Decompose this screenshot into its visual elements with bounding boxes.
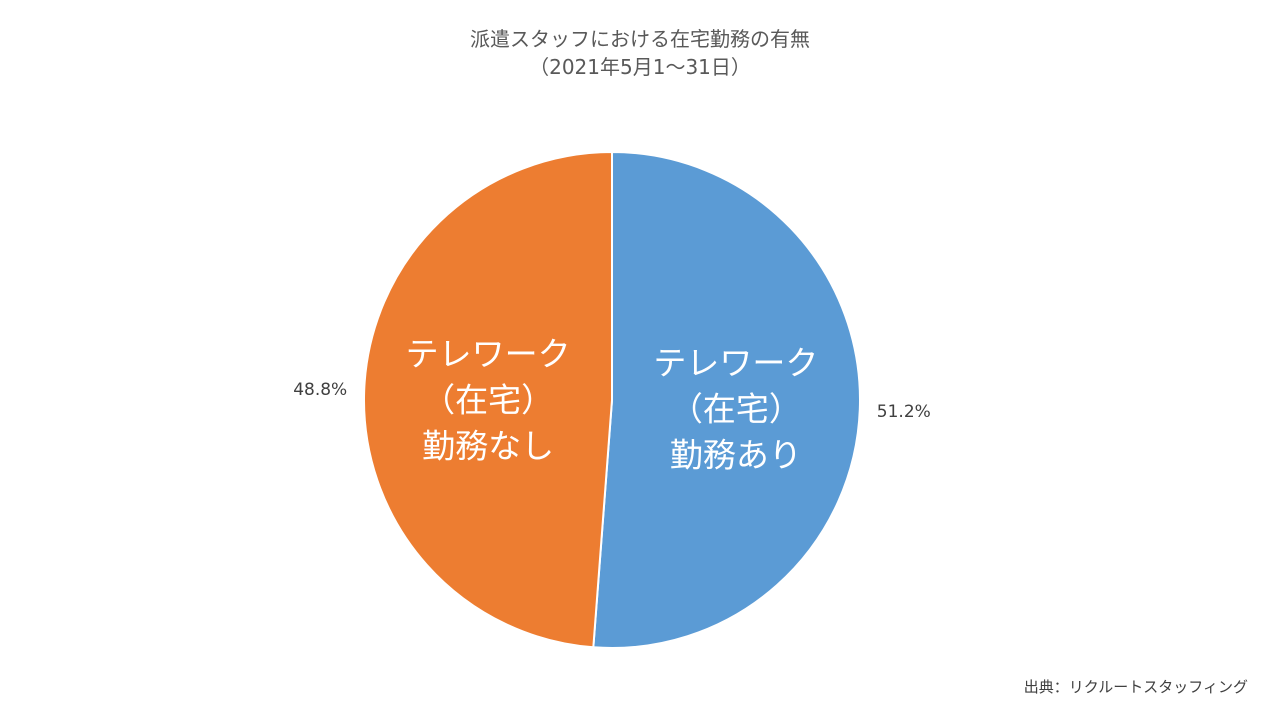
slice-1-value-label: 48.8% [293, 380, 347, 400]
slice-0-label-line-0: テレワーク [653, 344, 818, 383]
slice-1-label-line-2: 勤務なし [422, 426, 554, 465]
pie-slice-0 [592, 150, 861, 649]
chart-title: 派遣スタッフにおける在宅勤務の有無 [470, 27, 810, 51]
slice-0-value-label: 51.2% [877, 402, 931, 422]
slice-1-label-line-0: テレワーク [406, 334, 571, 373]
source-note: 出典：リクルートスタッフィング [1023, 678, 1248, 696]
slice-0-label-line-2: 勤務あり [670, 436, 802, 475]
slice-0-label-line-1: （在宅） [670, 390, 802, 429]
chart-subtitle: （2021年5月1～31日） [529, 55, 751, 79]
slice-1-label-line-1: （在宅） [422, 380, 554, 419]
pie-slice-1 [363, 150, 613, 649]
